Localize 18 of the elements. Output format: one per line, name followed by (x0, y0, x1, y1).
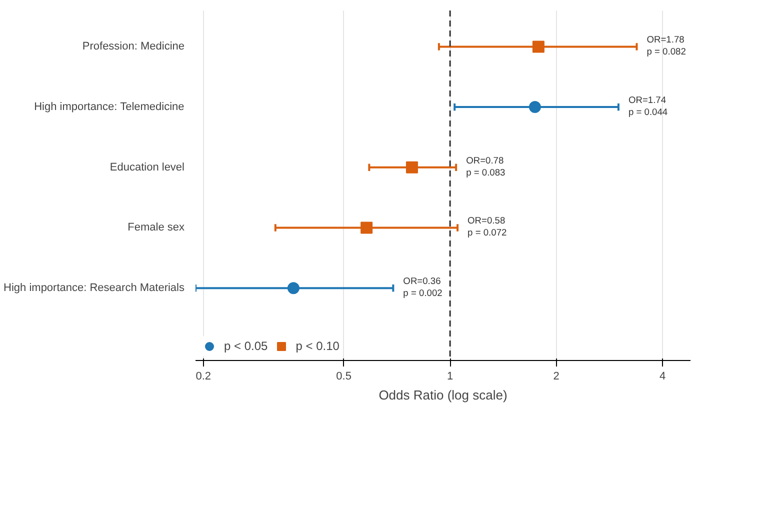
y-tick-label: High importance: Telemedicine (34, 101, 184, 114)
x-axis-title: Odds Ratio (log scale) (378, 388, 508, 402)
y-tick-label: Female sex (128, 222, 185, 234)
annotation: OR=0.36 p = 0.002 (403, 276, 442, 298)
annotation: OR=1.78 p = 0.082 (646, 34, 686, 57)
x-tick-label: 4 (659, 370, 666, 382)
y-tick-label: Education level (110, 161, 185, 174)
y-tick-label: High importance: Research Materials (4, 282, 185, 294)
legend-label: p < 0.05 (224, 339, 268, 353)
annotation: OR=1.74 p = 0.044 (628, 95, 668, 118)
x-tick-label: 0.5 (336, 370, 352, 382)
x-tick-label: 1 (447, 370, 454, 382)
annotation: OR=0.58 p = 0.072 (468, 216, 507, 238)
legend-label: p < 0.10 (296, 339, 340, 353)
x-tick-label: 2 (553, 370, 560, 382)
x-tick-label: 0.2 (196, 370, 212, 382)
annotation: OR=0.78 p = 0.083 (466, 155, 506, 178)
y-tick-label: Profession: Medicine (82, 40, 185, 53)
